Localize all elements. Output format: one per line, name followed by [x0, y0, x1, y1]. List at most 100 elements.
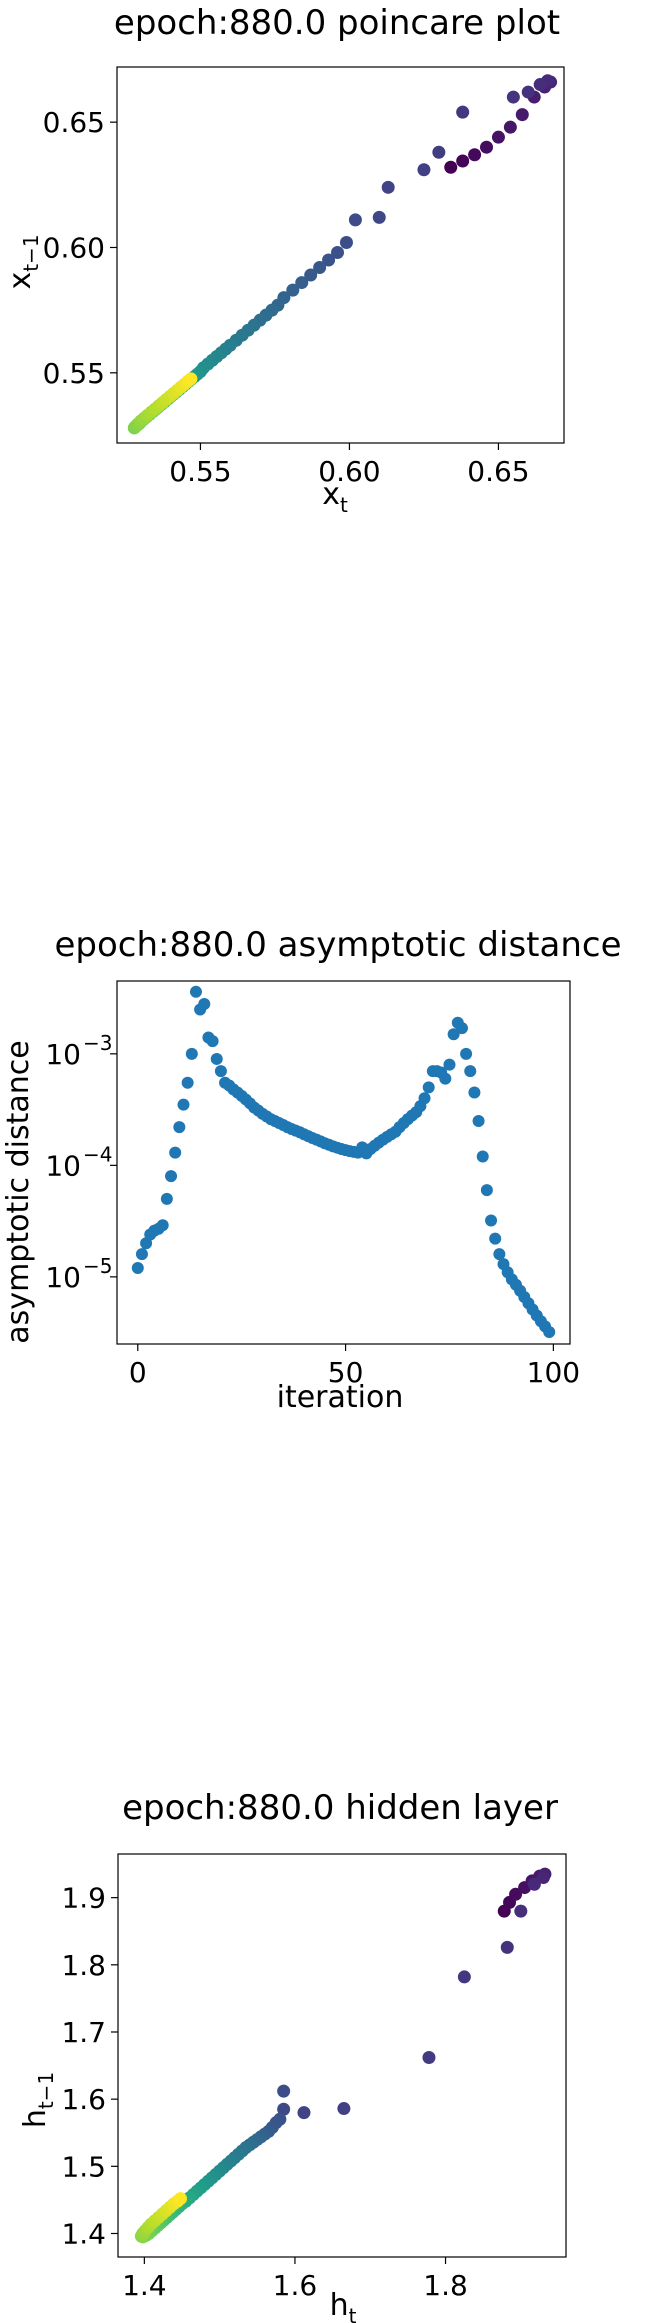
data-point [460, 1047, 473, 1060]
y-axis-label: xt−1 [3, 234, 43, 289]
data-point [135, 1248, 148, 1261]
data-point [206, 1035, 219, 1048]
data-point [543, 1326, 556, 1339]
data-point [422, 1081, 435, 1094]
x-tick-label: 0.65 [467, 455, 529, 488]
x-tick-label: 1.6 [273, 2269, 318, 2302]
data-point [417, 163, 431, 177]
data-point [480, 1184, 493, 1197]
y-tick-label: 10 [45, 1038, 81, 1071]
x-axis-label: xt [322, 477, 348, 517]
y-tick-label: 1.8 [61, 1949, 106, 1982]
data-point [527, 1877, 541, 1891]
data-point [210, 1052, 223, 1065]
plot-frame [116, 980, 571, 1345]
data-point [503, 120, 517, 134]
data-point [536, 1871, 550, 1885]
data-point [169, 1146, 182, 1159]
y-axis-label: ht−1 [18, 2072, 58, 2128]
data-point [185, 1047, 198, 1060]
data-point [422, 2051, 436, 2065]
data-point [181, 1076, 194, 1089]
data-point [533, 78, 547, 92]
data-point [184, 372, 198, 386]
data-point [177, 1098, 190, 1111]
x-tick-label: 1.4 [122, 2269, 167, 2302]
chart-title: epoch:880.0 asymptotic distance [55, 925, 622, 965]
data-point [444, 160, 458, 174]
data-point [432, 145, 446, 159]
y-tick-label: 1.4 [61, 2217, 106, 2250]
data-point [443, 1058, 456, 1071]
x-tick-label: 100 [527, 1356, 580, 1389]
y-tick-label: 0.65 [43, 106, 105, 139]
x-tick-label: 0.60 [318, 455, 380, 488]
data-point [372, 210, 386, 224]
svg-text:ht−1: ht−1 [18, 2072, 58, 2128]
x-tick-label: 50 [328, 1356, 364, 1389]
data-point [348, 213, 362, 227]
chart-title: epoch:880.0 poincare plot [114, 3, 560, 43]
y-tick-label: 10 [45, 1149, 81, 1182]
data-point [447, 1028, 460, 1041]
y-tick-label: 0.55 [43, 357, 105, 390]
x-tick-label: 1.8 [423, 2269, 468, 2302]
svg-text:xt−1: xt−1 [3, 234, 43, 289]
data-point [468, 148, 482, 162]
data-point [381, 180, 395, 194]
data-point [304, 268, 318, 282]
y-tick-label: 1.7 [61, 2016, 106, 2049]
y-tick-label: 10 [45, 1261, 81, 1294]
y-tick-exponent: −4 [83, 1142, 112, 1166]
data-point [468, 1086, 481, 1099]
data-point [313, 261, 327, 275]
y-tick-label: 1.5 [61, 2150, 106, 2183]
data-point [189, 985, 202, 998]
data-point [286, 283, 300, 297]
data-point [521, 85, 535, 99]
data-point [457, 1970, 471, 1984]
poincare-plot-chart: epoch:880.0 poincare plot xt−1 xt 0.55 0.… [3, 3, 565, 517]
data-point [476, 1150, 489, 1163]
chart-title: epoch:880.0 hidden layer [122, 1788, 558, 1828]
data-point [489, 1232, 502, 1245]
data-point [277, 2084, 291, 2098]
data-point [493, 1248, 506, 1261]
data-point [455, 1022, 468, 1035]
x-tick-label: 0.55 [169, 455, 231, 488]
data-point [198, 997, 211, 1010]
data-point [506, 90, 520, 104]
data-point [295, 276, 309, 290]
data-point [165, 1170, 178, 1183]
data-point [131, 1262, 144, 1275]
data-point [322, 253, 336, 267]
y-tick-label: 1.6 [61, 2083, 106, 2116]
data-point [277, 2102, 291, 2116]
data-point [331, 245, 345, 259]
x-tick-label: 0 [129, 1356, 147, 1389]
x-axis-label: ht [330, 2288, 357, 2323]
data-point [515, 108, 529, 122]
data-point [173, 1121, 186, 1134]
y-tick-exponent: −3 [83, 1031, 112, 1055]
hidden-layer-chart: epoch:880.0 hidden layer ht−1 ht 1.4 1.6 1… [18, 1788, 567, 2323]
data-point [214, 1065, 227, 1078]
asymptotic-distance-chart: epoch:880.0 asymptotic distance asymptot… [1, 925, 622, 1415]
y-tick-label: 0.60 [43, 231, 105, 264]
plot-frame [117, 1853, 567, 2258]
data-point [173, 2192, 187, 2206]
x-axis-label: iteration [277, 1380, 404, 1415]
data-point [156, 1219, 169, 1232]
plot-frame [116, 66, 565, 444]
y-tick-exponent: −5 [83, 1254, 112, 1278]
data-point [464, 1065, 477, 1078]
data-point [472, 1114, 485, 1127]
data-point [439, 1072, 452, 1085]
data-point [509, 1887, 523, 1901]
data-point [418, 1092, 431, 1105]
data-point [337, 2102, 351, 2116]
data-point [480, 140, 494, 154]
data-point [160, 1192, 173, 1205]
y-tick-label: 1.9 [61, 1882, 106, 1915]
data-point [456, 105, 470, 119]
